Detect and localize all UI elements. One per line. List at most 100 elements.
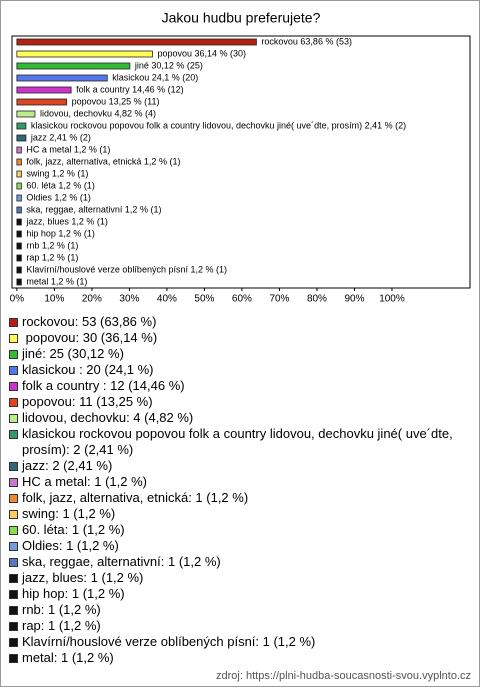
x-tick-label: 10% <box>44 294 64 305</box>
legend-item: folk, jazz, alternativa, etnická: 1 (1,2… <box>9 490 471 506</box>
legend-label: hip hop: 1 (1,2 %) <box>22 586 125 601</box>
legend-swatch <box>9 350 18 359</box>
bar <box>16 122 27 130</box>
bar <box>16 74 108 82</box>
bar-label: Oldies 1,2 % (1) <box>26 192 91 202</box>
bar <box>16 134 27 142</box>
x-tick-label: 20% <box>82 294 102 305</box>
legend-item: jazz: 2 (2,41 %) <box>9 458 471 474</box>
bar <box>16 38 257 46</box>
legend-swatch <box>9 574 18 583</box>
legend-swatch <box>9 494 18 503</box>
bar <box>16 266 22 274</box>
legend-label: popovou: 11 (13,25 %) <box>22 394 153 409</box>
legend-swatch <box>9 462 18 471</box>
legend-swatch <box>9 398 18 407</box>
legend-swatch <box>9 318 18 327</box>
legend-item: 60. léta: 1 (1,2 %) <box>9 522 471 538</box>
legend-swatch <box>9 382 18 391</box>
legend-item: klasickou rockovou popovou folk a countr… <box>9 426 471 458</box>
bar <box>16 278 22 286</box>
legend-item: Klavírní/houslové verze oblíbených písní… <box>9 634 471 650</box>
legend-label: jazz: 2 (2,41 %) <box>22 458 113 473</box>
x-tick-label: 60% <box>232 294 252 305</box>
bar <box>16 98 67 106</box>
bar-label: metal 1,2 % (1) <box>26 276 87 286</box>
x-tick-label: 90% <box>344 294 364 305</box>
legend-item: jiné: 25 (30,12 %) <box>9 346 471 362</box>
bar-label: folk, jazz, alternativa, etnická 1,2 % (… <box>26 156 180 166</box>
legend-label: popovou: 30 (36,14 %) <box>22 330 158 345</box>
bar <box>16 182 22 190</box>
legend-item: rnb: 1 (1,2 %) <box>9 602 471 618</box>
legend-swatch <box>9 590 18 599</box>
x-tick-label: 0% <box>10 294 25 305</box>
legend-item: rockovou: 53 (63,86 %) <box>9 314 471 330</box>
bar <box>16 158 22 166</box>
bar-label: swing 1,2 % (1) <box>26 168 88 178</box>
legend-item: klasickou : 20 (24,1 %) <box>9 362 471 378</box>
legend-label: klasickou : 20 (24,1 %) <box>22 362 154 377</box>
legend-swatch <box>9 606 18 615</box>
legend-item: metal: 1 (1,2 %) <box>9 650 471 666</box>
bar-label: Klavírní/houslové verze oblíbených písní… <box>26 264 227 274</box>
x-tick-label: 40% <box>157 294 177 305</box>
x-tick-label: 80% <box>307 294 327 305</box>
chart-title: Jakou hudbu preferujete? <box>162 10 321 26</box>
legend-label: folk a country : 12 (14,46 %) <box>22 378 185 393</box>
bar-label: rap 1,2 % (1) <box>26 252 78 262</box>
legend-label: folk, jazz, alternativa, etnická: 1 (1,2… <box>22 490 249 505</box>
legend-label: ska, reggae, alternativní: 1 (1,2 %) <box>22 554 221 569</box>
bar-label: hip hop 1,2 % (1) <box>26 228 95 238</box>
bar-label: ska, reggae, alternativní 1,2 % (1) <box>26 204 161 214</box>
x-tick-label: 100% <box>379 294 405 305</box>
legend-swatch <box>9 478 18 487</box>
legend-swatch <box>9 638 18 647</box>
legend-swatch <box>9 414 18 423</box>
legend-label: jiné: 25 (30,12 %) <box>22 346 124 361</box>
bar-label: klasickou rockovou popovou folk a countr… <box>31 120 406 130</box>
bar <box>16 230 22 238</box>
x-tick-label: 30% <box>119 294 139 305</box>
bar <box>16 86 72 94</box>
legend-item: popovou: 11 (13,25 %) <box>9 394 471 410</box>
bar-label: HC a metal 1,2 % (1) <box>26 144 110 154</box>
legend-item: jazz, blues: 1 (1,2 %) <box>9 570 471 586</box>
legend-swatch <box>9 622 18 631</box>
legend-item: Oldies: 1 (1,2 %) <box>9 538 471 554</box>
bar <box>16 170 22 178</box>
legend-item: lidovou, dechovku: 4 (4,82 %) <box>9 410 471 426</box>
legend-label: swing: 1 (1,2 %) <box>22 506 116 521</box>
legend-label: rnb: 1 (1,2 %) <box>22 602 101 617</box>
legend-item: rap: 1 (1,2 %) <box>9 618 471 634</box>
bar-label: popovou 36,14 % (30) <box>157 48 246 58</box>
bar-label: klasickou 24,1 % (20) <box>112 72 198 82</box>
legend-label: metal: 1 (1,2 %) <box>22 650 114 665</box>
bar <box>16 218 22 226</box>
bar <box>16 206 22 214</box>
legend: rockovou: 53 (63,86 %) popovou: 30 (36,1… <box>9 314 471 666</box>
legend-item: popovou: 30 (36,14 %) <box>9 330 471 346</box>
source: zdroj: https://plni-hudba-soucasnosti-sv… <box>216 670 471 682</box>
bar-label: jazz, blues 1,2 % (1) <box>25 216 108 226</box>
legend-item: HC a metal: 1 (1,2 %) <box>9 474 471 490</box>
legend-item: folk a country : 12 (14,46 %) <box>9 378 471 394</box>
bar-label: rockovou 63,86 % (53) <box>261 36 352 46</box>
bar-label: lidovou, dechovku 4,82 % (4) <box>40 108 156 118</box>
legend-label: 60. léta: 1 (1,2 %) <box>22 522 125 537</box>
x-tick-label: 50% <box>194 294 214 305</box>
legend-swatch <box>9 430 18 439</box>
legend-label: rap: 1 (1,2 %) <box>22 618 101 633</box>
x-tick-label: 70% <box>269 294 289 305</box>
legend-label: Klavírní/houslové verze oblíbených písní… <box>22 634 316 649</box>
legend-swatch <box>9 542 18 551</box>
legend-item: hip hop: 1 (1,2 %) <box>9 586 471 602</box>
chart: Jakou hudbu preferujete? 0% 10% 20% 30% 40% 5… <box>10 10 471 305</box>
bar-label: rnb 1,2 % (1) <box>26 240 78 250</box>
legend-label: jazz, blues: 1 (1,2 %) <box>22 570 144 585</box>
legend-swatch <box>9 366 18 375</box>
legend-label: Oldies: 1 (1,2 %) <box>22 538 119 553</box>
legend-label: HC a metal: 1 (1,2 %) <box>22 474 147 489</box>
legend-item: ska, reggae, alternativní: 1 (1,2 %) <box>9 554 471 570</box>
